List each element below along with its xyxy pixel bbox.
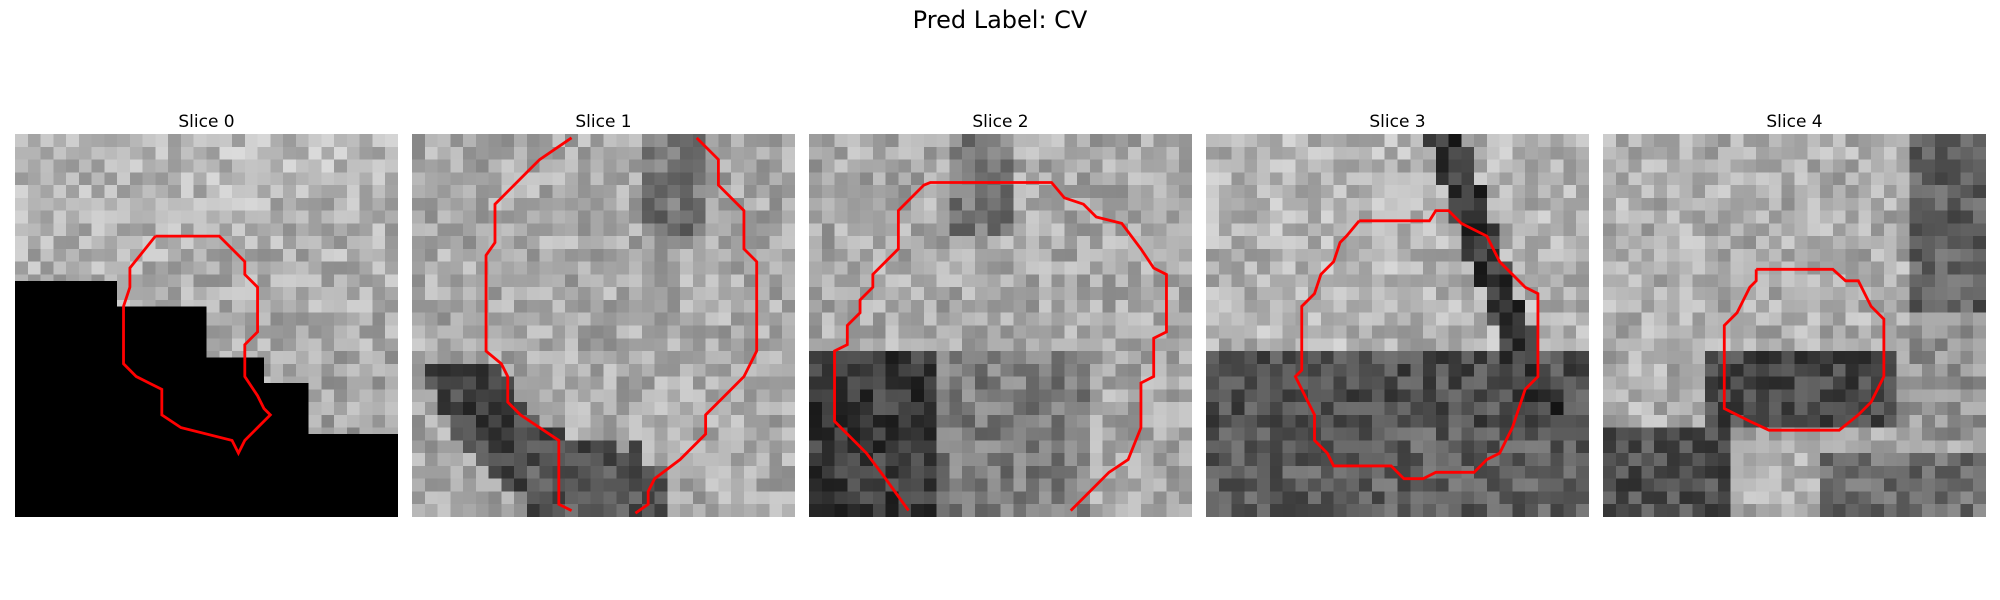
slice-panel-1: Slice 1: [412, 110, 795, 517]
pixel-grid-3: [1206, 134, 1589, 517]
black-mask-region: [15, 280, 398, 517]
contour-1b: [634, 136, 759, 515]
contour-3: [1293, 209, 1540, 481]
contour-1a: [484, 136, 573, 512]
slice-image-0: [15, 134, 398, 517]
slice-image-4: [1603, 134, 1986, 517]
pixel-grid-2: [809, 134, 1192, 517]
slice-title-2: Slice 2: [972, 112, 1029, 132]
contour-2: [833, 181, 1168, 512]
contour-4: [1722, 267, 1886, 432]
slice-title-4: Slice 4: [1766, 112, 1823, 132]
slice-panel-4: Slice 4: [1603, 110, 1986, 517]
contour-0: [122, 234, 273, 457]
slice-title-0: Slice 0: [178, 112, 235, 132]
slice-panel-3: Slice 3: [1206, 110, 1589, 517]
slice-panel-2: Slice 2: [809, 110, 1192, 517]
pixel-grid-4: [1603, 134, 1986, 517]
slice-image-3: [1206, 134, 1589, 517]
slice-image-1: [412, 134, 795, 517]
figure-title: Pred Label: CV: [912, 6, 1088, 34]
slice-image-2: [809, 134, 1192, 517]
slice-title-3: Slice 3: [1369, 112, 1426, 132]
slice-title-1: Slice 1: [575, 112, 632, 132]
pixel-grid-1: [412, 134, 795, 517]
slice-panel-0: Slice 0: [15, 110, 398, 517]
